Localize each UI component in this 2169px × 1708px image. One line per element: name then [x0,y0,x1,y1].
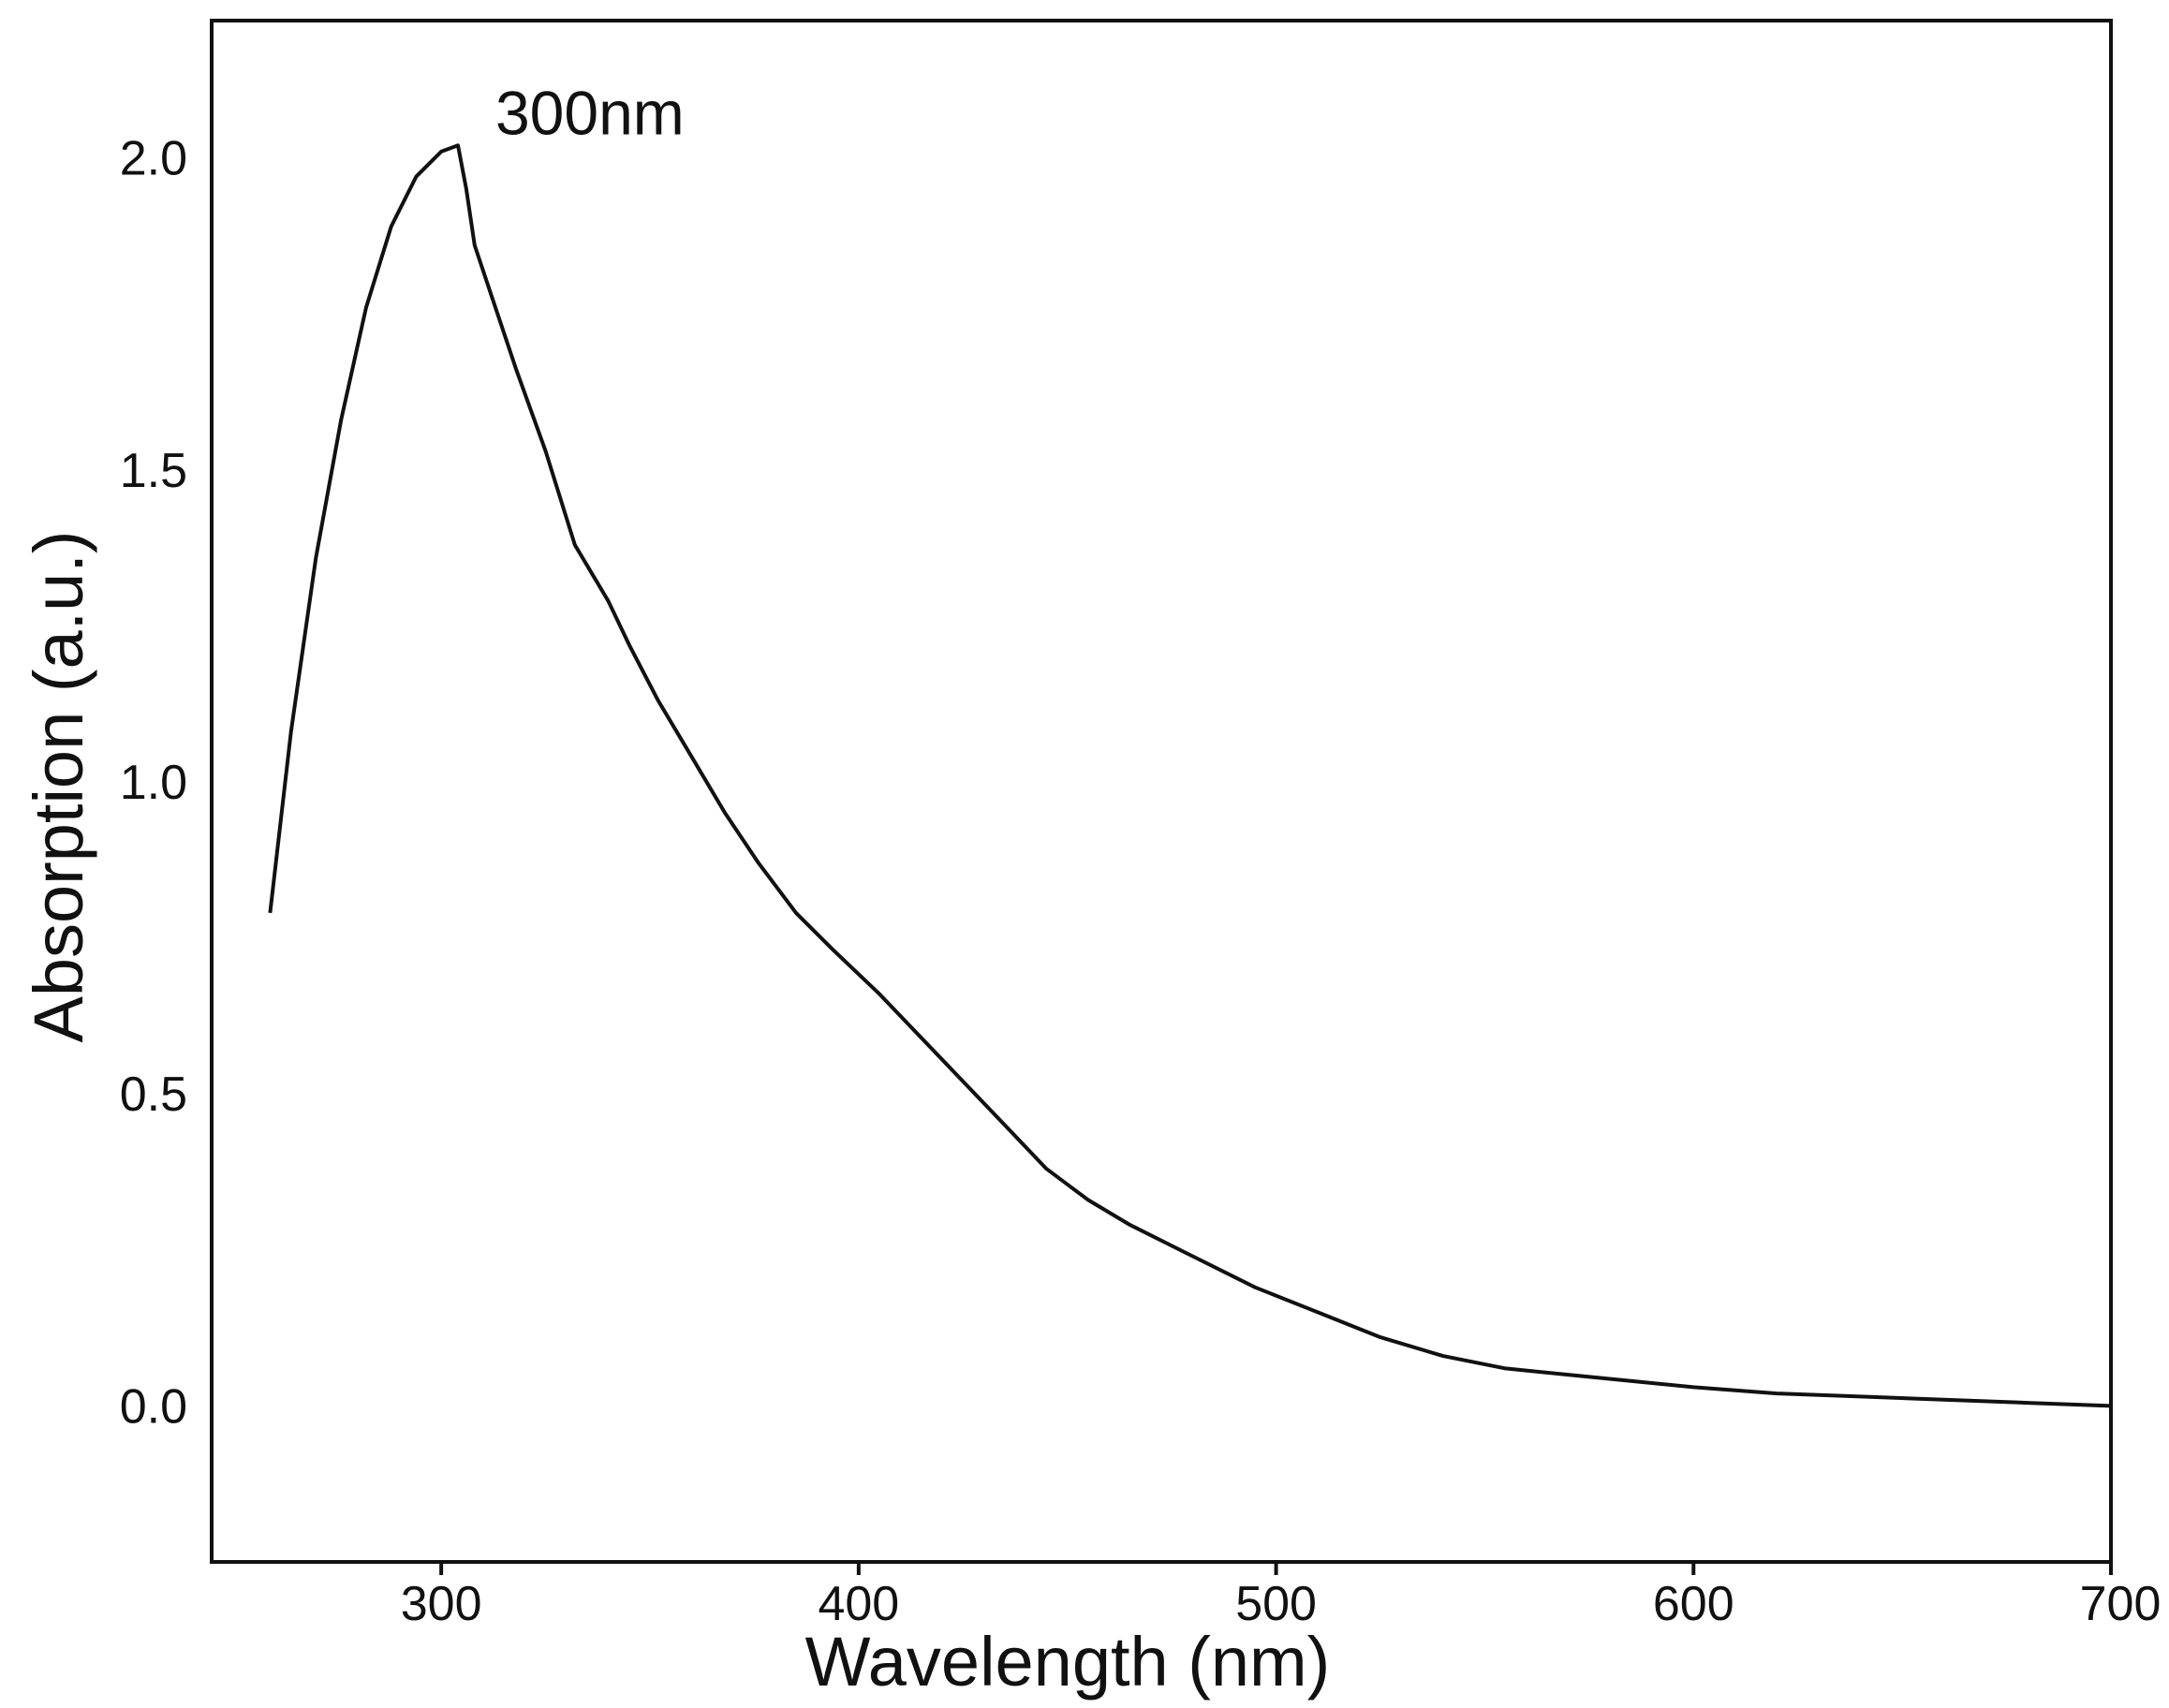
x-axis-ticks: 300 400 500 600 700 [401,1562,2162,1631]
y-tick-label: 2.0 [120,132,187,186]
x-tick-label: 700 [2080,1577,2162,1631]
peak-annotation: 300nm [495,78,685,147]
y-tick-label: 1.5 [120,444,187,498]
y-tick-label: 0.0 [120,1379,187,1434]
x-axis-label: Wavelength (nm) [805,1623,1331,1701]
plot-frame [210,19,2113,1564]
x-tick-label: 500 [1235,1577,1317,1631]
x-tick-label: 300 [401,1577,482,1631]
x-tick-label: 600 [1653,1577,1734,1631]
chart-annotations: 300nm [495,78,685,147]
y-axis-ticks: 0.0 0.5 1.0 1.5 2.0 [120,132,187,1435]
y-axis-label: Absorption (a.u.) [20,530,97,1042]
y-tick-label: 1.0 [120,756,187,810]
x-tick-label: 400 [818,1577,899,1631]
y-tick-label: 0.5 [120,1068,187,1122]
absorption-curve [268,143,2112,1408]
